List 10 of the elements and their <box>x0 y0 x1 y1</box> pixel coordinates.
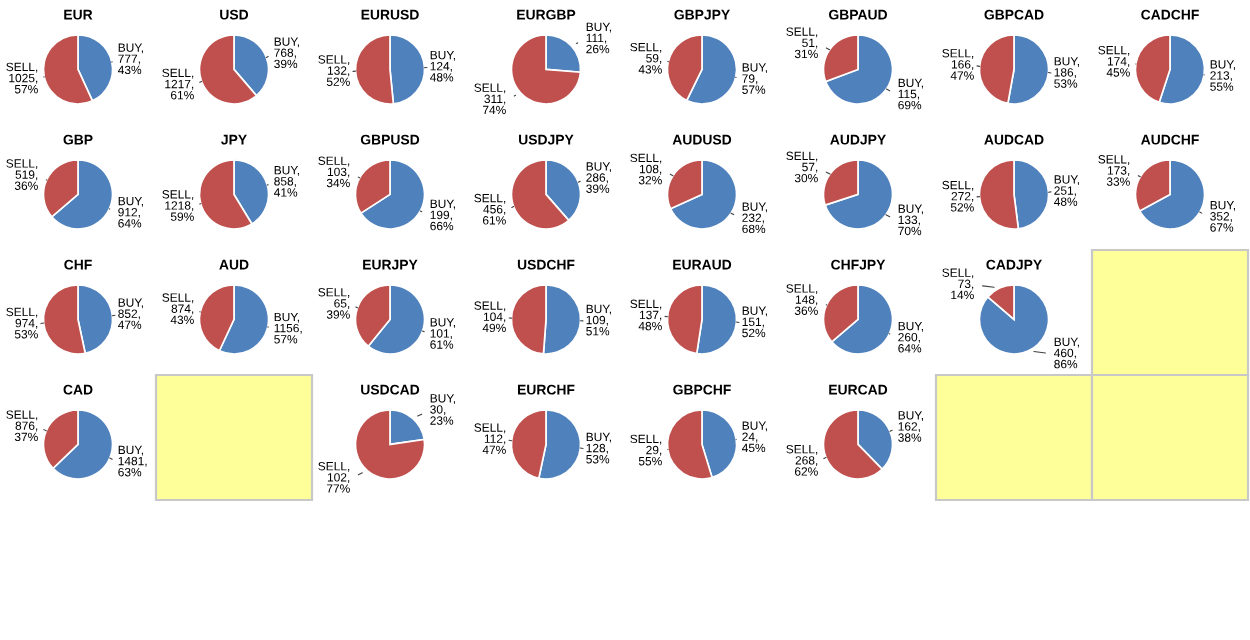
pie-slice <box>669 159 738 230</box>
pie-slice <box>830 284 894 355</box>
pie-slice <box>50 159 114 230</box>
pie-slice <box>354 409 426 480</box>
pie-slice <box>824 159 894 230</box>
pie-slice <box>360 159 426 230</box>
pie-slice <box>978 284 1050 355</box>
pie-slice <box>824 34 894 105</box>
pie-slice <box>1138 159 1206 230</box>
pie-slice <box>510 34 582 105</box>
